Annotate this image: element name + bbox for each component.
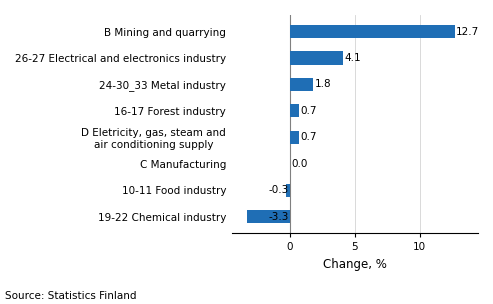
Bar [290,78,314,91]
Text: -0.3: -0.3 [269,185,289,195]
Bar [290,51,343,64]
Text: 1.8: 1.8 [315,79,331,89]
Bar [286,184,290,197]
Bar [247,210,290,223]
Bar [290,25,455,38]
Text: 12.7: 12.7 [456,26,479,36]
X-axis label: Change, %: Change, % [323,258,387,271]
Text: 4.1: 4.1 [345,53,361,63]
Bar [290,131,299,144]
Text: -3.3: -3.3 [268,212,289,222]
Bar [290,104,299,117]
Text: Source: Statistics Finland: Source: Statistics Finland [5,291,137,301]
Text: 0.0: 0.0 [291,159,308,169]
Text: 0.7: 0.7 [300,106,317,116]
Text: 0.7: 0.7 [300,132,317,142]
